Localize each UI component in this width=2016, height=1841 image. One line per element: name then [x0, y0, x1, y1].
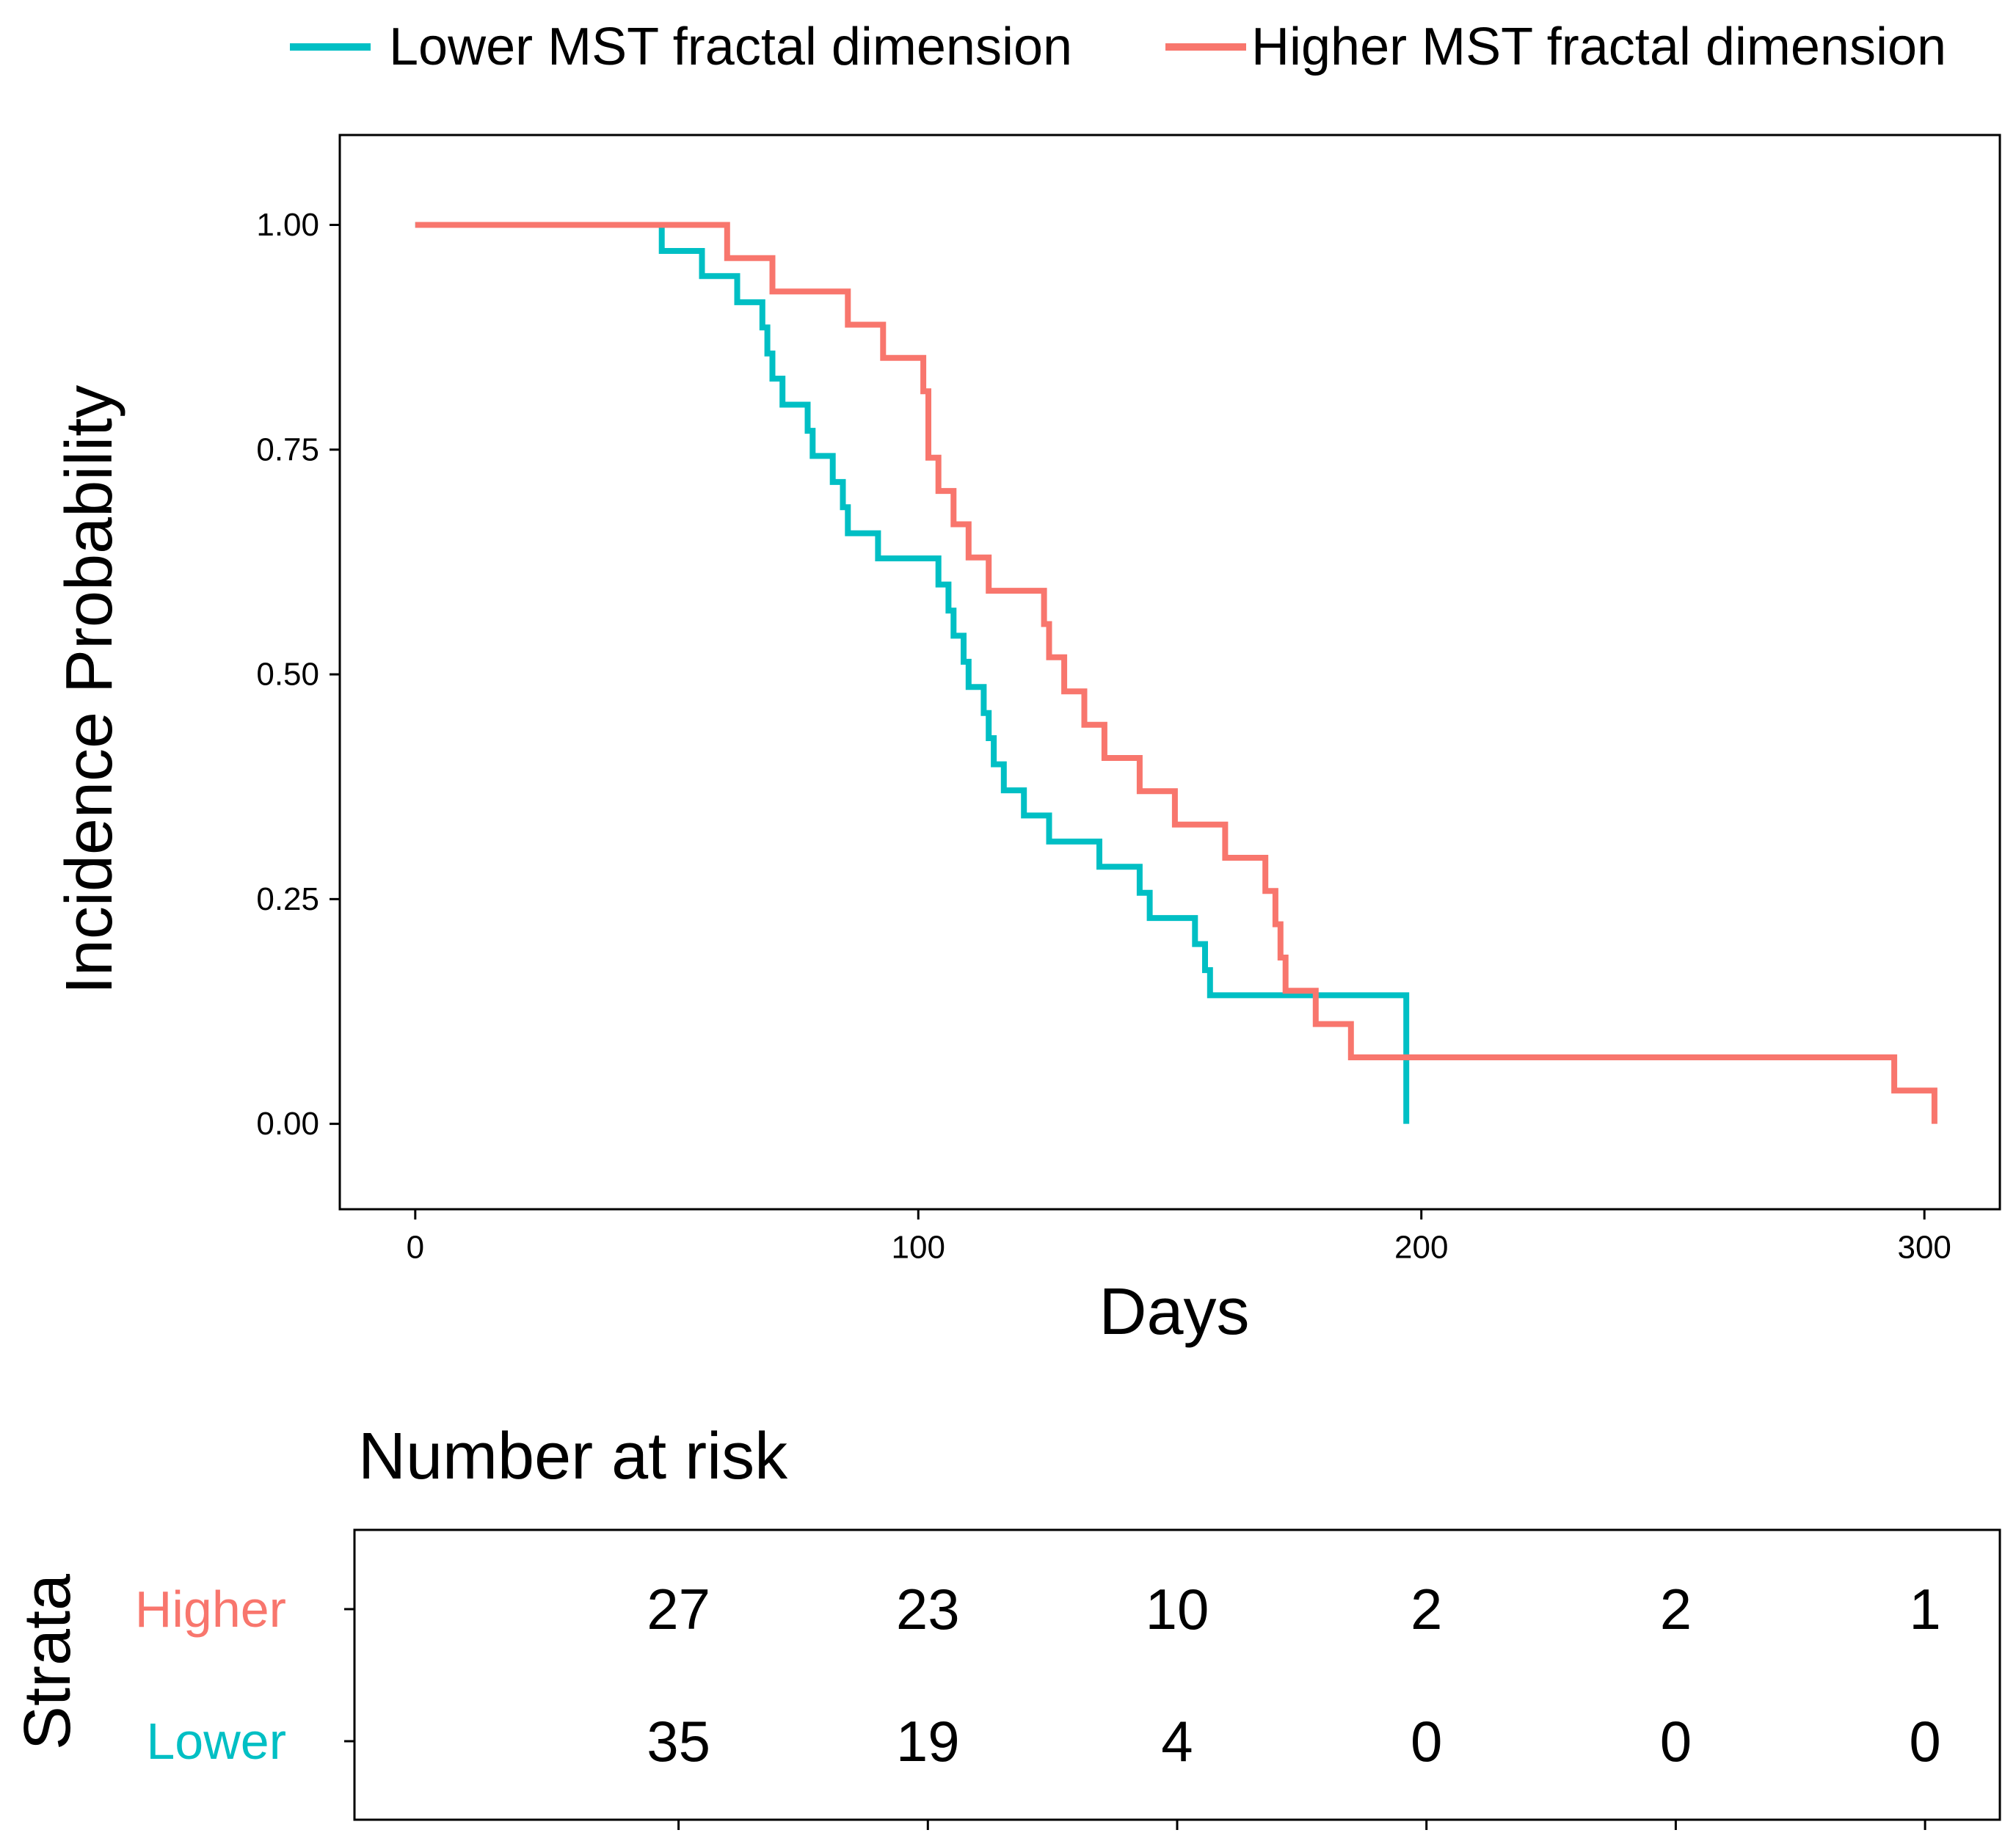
- risk-count: 10: [1146, 1577, 1209, 1641]
- y-tick-label: 0.50: [256, 657, 319, 693]
- x-axis-title: Days: [1099, 1275, 1249, 1349]
- x-tick-label: 300: [1897, 1230, 1951, 1266]
- strata-label-lower: Lower: [146, 1713, 286, 1770]
- risk-count: 2: [1660, 1577, 1692, 1641]
- x-tick-label: 200: [1394, 1230, 1448, 1266]
- y-axis-title: Incidence Probability: [53, 385, 126, 994]
- risk-count: 27: [647, 1577, 710, 1641]
- legend-label-higher: Higher MST fractal dimension: [1251, 18, 1946, 76]
- plot-panel: [338, 134, 2001, 1211]
- y-tick-label: 0.75: [256, 431, 319, 467]
- risk-count: 1: [1909, 1577, 1940, 1641]
- risk-count: 0: [1660, 1709, 1692, 1773]
- risk-count: 19: [896, 1709, 960, 1773]
- y-tick-label: 0.25: [256, 881, 319, 917]
- x-tick-label: 100: [892, 1230, 945, 1266]
- risk-count: 0: [1411, 1709, 1442, 1773]
- risk-table-panel: [353, 1528, 2001, 1821]
- y-tick-label: 0.00: [256, 1106, 319, 1142]
- series-line-higher: [415, 222, 1937, 1124]
- risk-count: 4: [1161, 1709, 1193, 1773]
- plot-series: [415, 222, 1937, 1124]
- legend-label-lower: Lower MST fractal dimension: [389, 18, 1072, 76]
- legend: Lower MST fractal dimension Higher MST f…: [290, 18, 1946, 76]
- plot-axes: 0 100 200 300 0.00 0.25 0.50 0.75 1.00: [256, 207, 1951, 1265]
- x-tick-label: 0: [407, 1230, 424, 1266]
- risk-table-title: Number at risk: [358, 1420, 788, 1493]
- risk-count: 23: [896, 1577, 960, 1641]
- strata-label-higher: Higher: [135, 1581, 286, 1638]
- risk-table: Higher 27 23 10 2 2 1 Lower 35 19 4 0 0 0: [135, 1577, 1941, 1830]
- risk-count: 0: [1909, 1709, 1940, 1773]
- risk-count: 2: [1411, 1577, 1442, 1641]
- strata-axis-title: Strata: [11, 1573, 84, 1750]
- series-line-lower: [415, 222, 1410, 1124]
- y-tick-label: 1.00: [256, 207, 319, 243]
- risk-count: 35: [647, 1709, 710, 1773]
